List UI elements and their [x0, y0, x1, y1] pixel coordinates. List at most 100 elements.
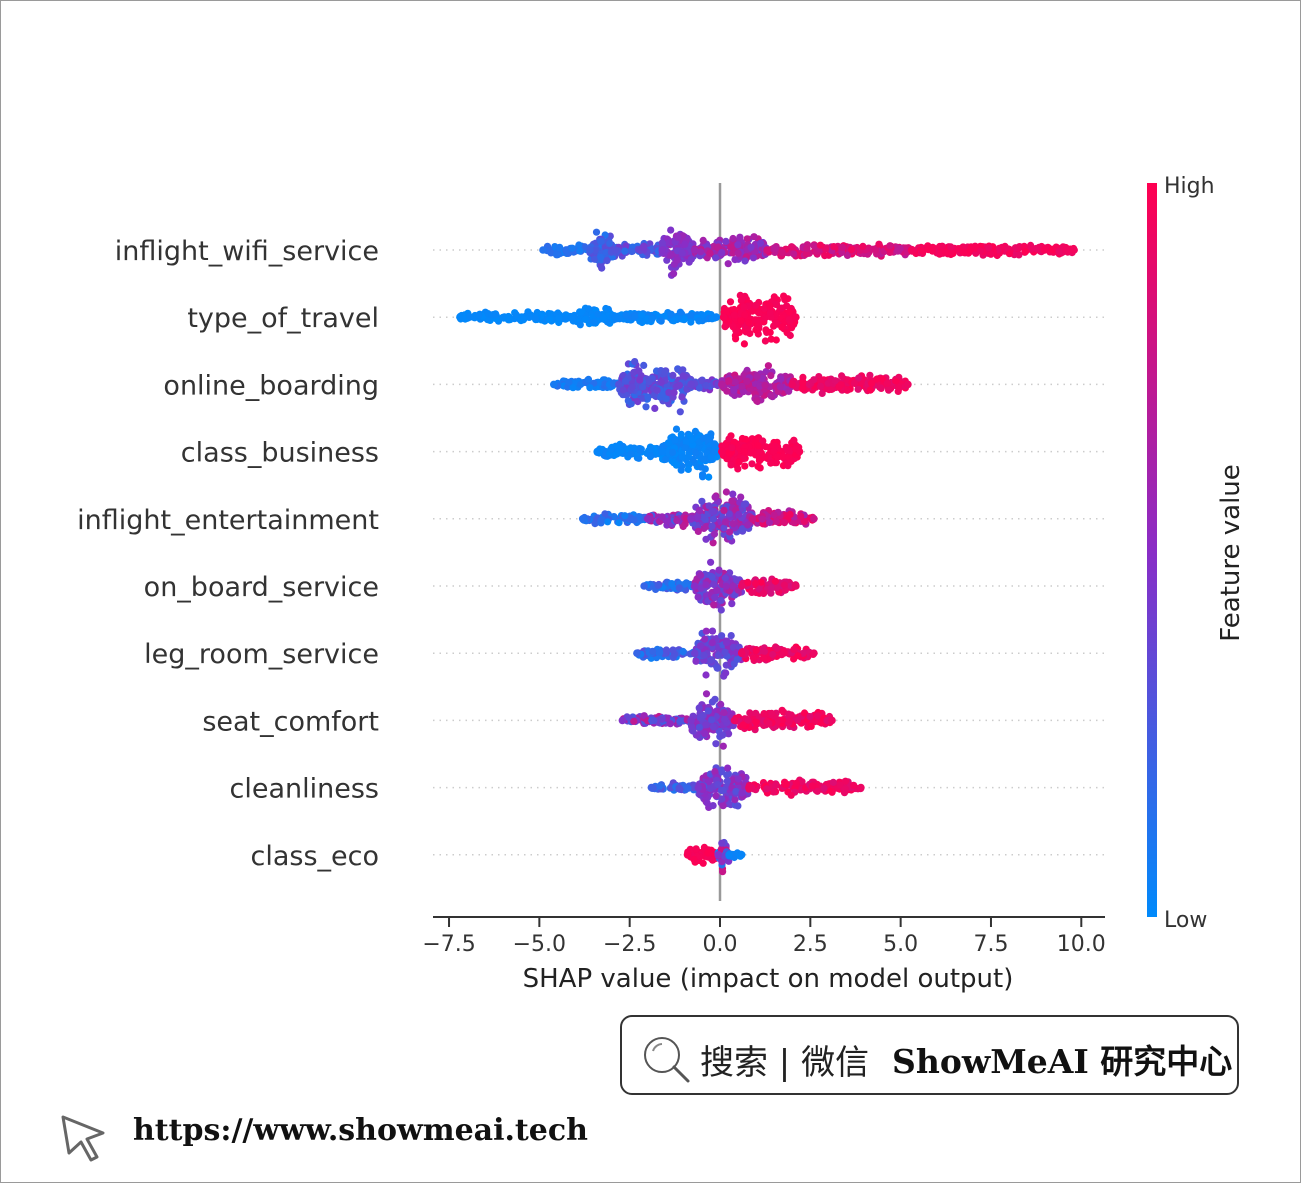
beeswarm-point [708, 716, 716, 724]
beeswarm-point [720, 709, 728, 717]
beeswarm-point [648, 245, 656, 253]
beeswarm-point [721, 648, 729, 657]
beeswarm-point [714, 651, 722, 659]
beeswarm-point [730, 438, 738, 446]
beeswarm-point [702, 522, 711, 531]
beeswarm-point [719, 731, 727, 739]
beeswarm-point [777, 375, 785, 383]
beeswarm-point [712, 313, 721, 322]
beeswarm-point [710, 601, 718, 609]
wechat-search-badge: 搜索 | 微信 ShowMeAI 研究中心 [620, 1015, 1239, 1095]
beeswarm-point [466, 312, 474, 321]
beeswarm-point [656, 648, 664, 657]
beeswarm-point [667, 251, 675, 259]
x-tick-label: 5.0 [883, 932, 918, 957]
beeswarm-point [725, 851, 733, 859]
beeswarm-point [738, 525, 747, 533]
beeswarm-point [723, 455, 731, 463]
beeswarm-point [707, 558, 715, 566]
beeswarm-point [740, 340, 749, 348]
beeswarm-point [731, 256, 739, 264]
beeswarm-point [734, 241, 742, 249]
beeswarm-point [686, 311, 695, 320]
beeswarm-point [568, 244, 576, 252]
x-tick-label: 2.5 [793, 932, 828, 957]
beeswarm-point [684, 465, 692, 473]
beeswarm-point [665, 388, 673, 397]
beeswarm-point [734, 249, 742, 257]
beeswarm-point [813, 787, 822, 795]
beeswarm-point [754, 462, 762, 470]
beeswarm-point [591, 246, 599, 254]
beeswarm-point [722, 237, 730, 245]
beeswarm-point [730, 386, 738, 395]
beeswarm-point [710, 580, 718, 589]
beeswarm-point [653, 386, 661, 394]
beeswarm-point [850, 781, 858, 789]
beeswarm-point [505, 314, 513, 322]
beeswarm-point [753, 372, 761, 380]
beeswarm-point [628, 383, 636, 391]
beeswarm-point [675, 784, 683, 792]
beeswarm-point [743, 235, 751, 243]
beeswarm-point [712, 740, 720, 748]
website-link[interactable]: https://www.showmeai.tech [133, 1113, 588, 1148]
beeswarm-point [740, 303, 748, 311]
beeswarm-point [749, 654, 758, 662]
beeswarm-point [784, 710, 793, 718]
beeswarm-point [673, 517, 681, 525]
beeswarm-point [662, 395, 670, 403]
beeswarm-point [725, 377, 733, 385]
beeswarm-point [805, 380, 813, 388]
beeswarm-point [666, 720, 674, 728]
beeswarm-points [456, 226, 1078, 876]
beeswarm-point [735, 510, 743, 519]
beeswarm-point [866, 386, 875, 394]
beeswarm-point [569, 384, 577, 392]
beeswarm-point [799, 379, 807, 387]
beeswarm-point [692, 449, 700, 457]
beeswarm-point [723, 387, 731, 395]
beeswarm-point [760, 710, 768, 718]
beeswarm-point [735, 458, 743, 466]
beeswarm-point [722, 488, 731, 496]
beeswarm-point [700, 651, 708, 659]
beeswarm-point [766, 302, 774, 310]
beeswarm-point [758, 515, 766, 523]
beeswarm-point [904, 380, 912, 389]
beeswarm-point [976, 247, 985, 255]
beeswarm-point [630, 717, 638, 726]
beeswarm-point [866, 371, 874, 379]
beeswarm-point [714, 851, 722, 859]
beeswarm-point [670, 317, 678, 325]
beeswarm-point [687, 255, 696, 263]
beeswarm-point [841, 785, 849, 793]
beeswarm-point [621, 247, 629, 255]
beeswarm-point [647, 783, 656, 792]
beeswarm-point [667, 310, 675, 318]
beeswarm-point [597, 516, 605, 525]
beeswarm-point [674, 233, 682, 241]
beeswarm-point [785, 308, 793, 316]
beeswarm-point [924, 246, 932, 254]
beeswarm-point [709, 515, 717, 523]
beeswarm-point [706, 249, 714, 257]
beeswarm-point [675, 381, 684, 389]
beeswarm-point [740, 501, 748, 509]
beeswarm-point [597, 253, 605, 261]
beeswarm-point [817, 382, 825, 390]
beeswarm-point [786, 447, 794, 455]
beeswarm-point [787, 791, 795, 799]
beeswarm-point [671, 437, 679, 445]
beeswarm-point [555, 314, 563, 322]
point-cluster-cleanliness-2 [745, 776, 865, 799]
feature-label-type_of_travel: type_of_travel [187, 303, 379, 334]
beeswarm-point [784, 462, 792, 470]
point-cluster-class_business-1 [658, 425, 722, 481]
beeswarm-point [741, 462, 749, 470]
beeswarm-point [723, 777, 731, 785]
beeswarm-point [714, 780, 722, 789]
beeswarm-point [738, 789, 746, 797]
beeswarm-point [885, 386, 893, 394]
beeswarm-point [687, 515, 695, 523]
